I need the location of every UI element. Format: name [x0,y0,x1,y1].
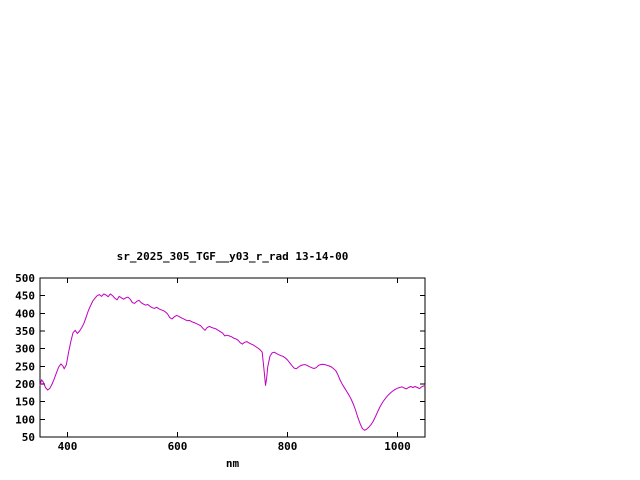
plot-border [39,277,426,438]
y-tick-label: 150 [15,396,35,409]
x-axis-label: nm [225,457,240,470]
y-tick-label: 100 [15,413,35,426]
y-tick-label: 50 [22,431,35,444]
y-tick-label: 400 [15,307,35,320]
x-tick-label: 800 [278,440,298,453]
x-tick-label: 600 [168,440,188,453]
y-tick-label: 500 [15,272,35,285]
spectrum-line [39,293,426,431]
chart-title: sr_2025_305_TGF__y03_r_rad 13-14-00 [116,250,349,263]
x-tick-label: 400 [58,440,78,453]
y-tick-label: 200 [15,378,35,391]
x-tick-label: 1000 [384,440,411,453]
y-tick-label: 300 [15,343,35,356]
y-tick-label: 350 [15,325,35,338]
y-tick-label: 450 [15,290,35,303]
y-tick-label: 250 [15,360,35,373]
